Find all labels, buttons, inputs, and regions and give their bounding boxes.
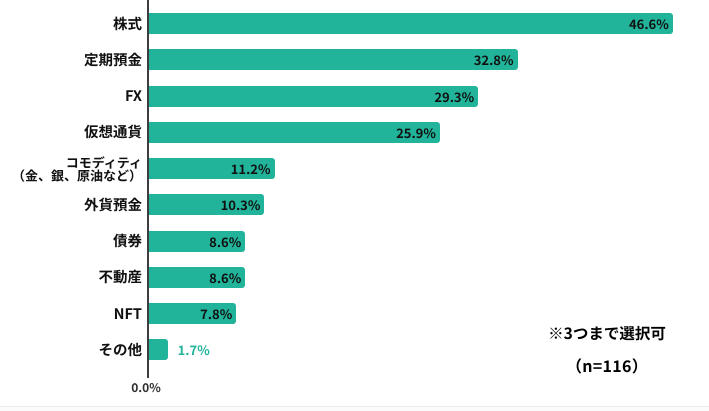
value-label: 7.8% [200, 304, 233, 324]
bar [148, 194, 265, 216]
value-label: 8.6% [209, 267, 242, 287]
category-label: コモディティ （金、銀、原油など） [11, 152, 142, 185]
bar [148, 266, 246, 288]
value-label: 29.3% [434, 86, 475, 106]
category-label: 仮想通貨 [84, 121, 142, 143]
value-label: 46.6% [628, 14, 669, 33]
category-label: NFT [113, 302, 142, 324]
value-label: 10.3% [220, 195, 261, 215]
bar [148, 85, 479, 107]
y-axis-line [147, 0, 149, 378]
bottom-divider [0, 406, 709, 411]
category-label: 不動産 [98, 266, 143, 288]
bar [148, 230, 246, 252]
bar [148, 158, 275, 180]
note-sample-size: （n=116） [565, 352, 649, 377]
value-label: 8.6% [209, 231, 242, 251]
category-label: 定期預金 [84, 48, 142, 70]
value-label: 1.7% [177, 340, 210, 360]
category-label: FX [124, 85, 142, 107]
x-axis-zero-tick-label: 0.0% [131, 378, 161, 396]
value-label: 25.9% [396, 122, 436, 142]
bar [148, 303, 237, 325]
value-label: 32.8% [473, 50, 514, 70]
category-label: その他 [98, 338, 143, 360]
bar [148, 121, 440, 143]
bar [148, 49, 518, 71]
bar [148, 13, 673, 34]
bar [148, 339, 168, 361]
category-label: 株式 [113, 12, 142, 34]
value-label: 11.2% [230, 159, 271, 179]
category-label: 債券 [113, 230, 142, 252]
note-selection-limit: ※3つまで選択可 [548, 321, 666, 344]
category-label: 外貨預金 [84, 193, 142, 215]
